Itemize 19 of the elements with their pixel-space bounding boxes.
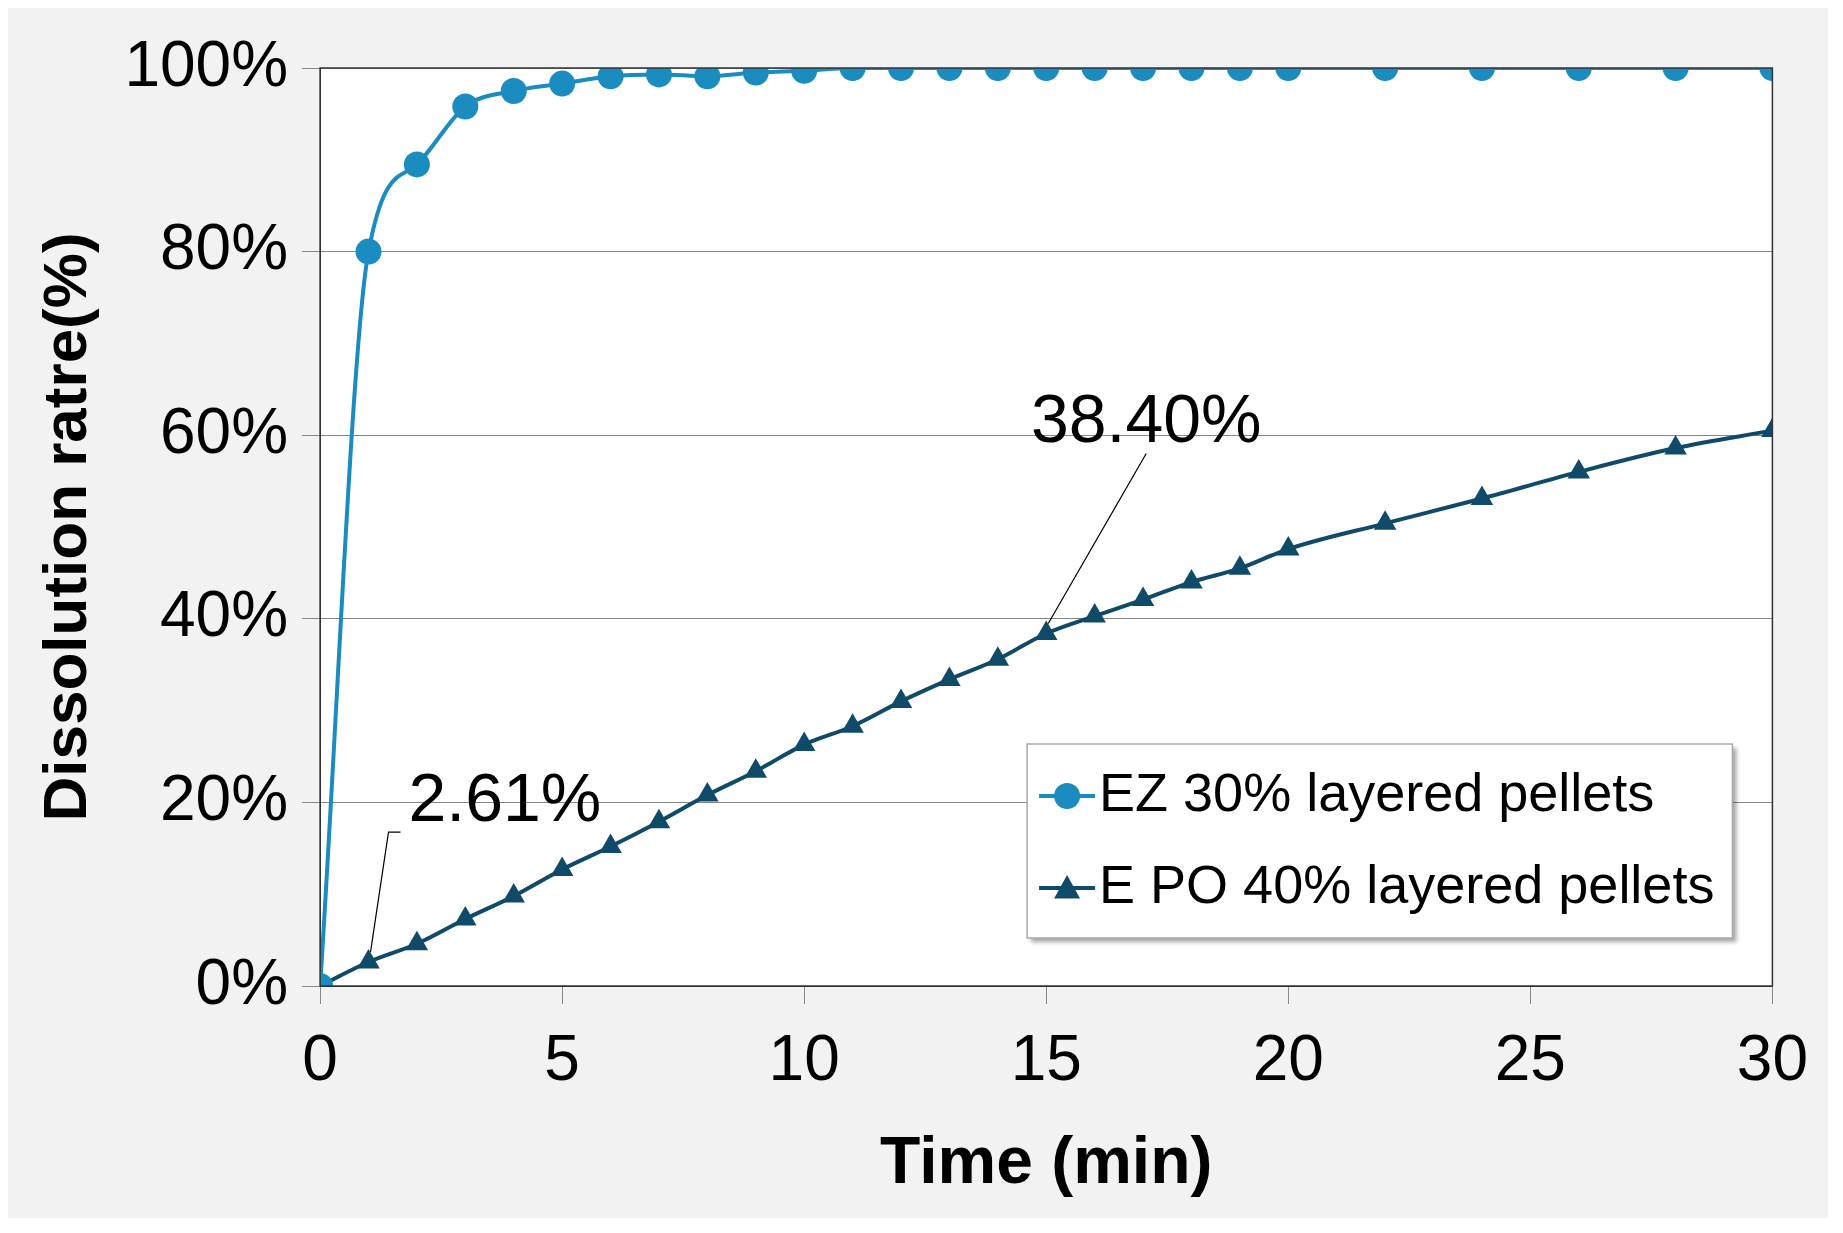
- x-tick-label: 20: [1252, 1022, 1324, 1095]
- y-axis-title: Dissolution ratre(%): [30, 232, 100, 822]
- x-tick-label: 10: [768, 1022, 840, 1095]
- x-axis-title: Time (min): [880, 1122, 1213, 1197]
- x-tick-label: 0: [302, 1022, 338, 1095]
- legend-label: E PO 40% layered pellets: [1099, 853, 1715, 914]
- y-tick-label: 20%: [159, 762, 289, 835]
- x-tick-label: 5: [544, 1022, 580, 1095]
- y-tick-label: 80%: [159, 211, 289, 284]
- annotation: 2.61%: [408, 758, 602, 835]
- y-tick-label: 60%: [159, 394, 289, 467]
- y-tick-label: 0%: [195, 945, 289, 1018]
- x-tick-label: 15: [1010, 1022, 1082, 1095]
- annotation: 38.40%: [1030, 380, 1262, 457]
- y-tick-label: 100%: [124, 27, 289, 100]
- legend-label: EZ 30% layered pellets: [1099, 761, 1655, 822]
- y-tick-label: 40%: [159, 578, 289, 651]
- x-tick-label: 25: [1494, 1022, 1566, 1095]
- x-tick-label: 30: [1736, 1022, 1808, 1095]
